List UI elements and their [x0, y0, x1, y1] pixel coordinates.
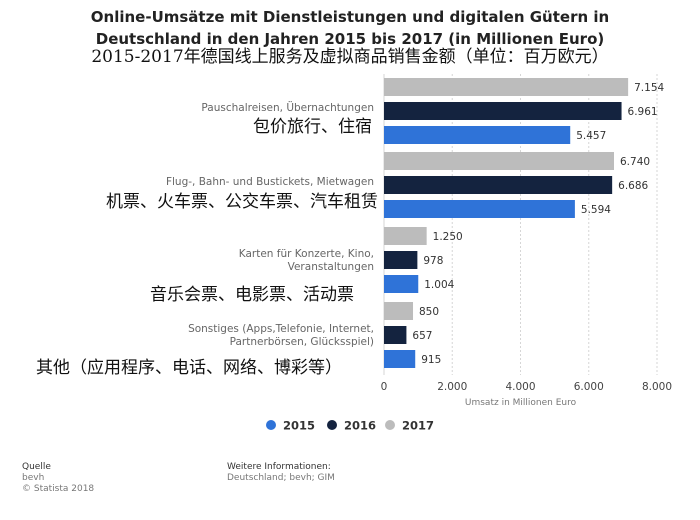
info-block: Weitere Informationen: Deutschland; bevh… — [227, 462, 335, 484]
legend-marker-2016 — [327, 420, 337, 430]
source-name: bevh — [22, 473, 45, 483]
value-label-2017-4: 850 — [419, 306, 439, 318]
value-label-2016-4: 657 — [412, 330, 432, 342]
bar-2015-2 — [384, 200, 575, 218]
category-label-4: Partnerbörsen, Glücksspiel) — [230, 336, 374, 348]
legend-marker-2017 — [385, 420, 395, 430]
legend-label-2016: 2016 — [344, 419, 376, 433]
category-translation-2: 机票、火车票、公交车票、汽车租赁 — [106, 192, 378, 212]
category-label-3: Veranstaltungen — [288, 261, 374, 273]
legend-marker-2015 — [266, 420, 276, 430]
chart-title: Online-Umsätze mit Dienstleistungen und … — [0, 6, 700, 50]
chart-title-line2: Deutschland in den Jahren 2015 bis 2017 … — [95, 30, 605, 48]
value-label-2017-1: 7.154 — [634, 82, 664, 94]
bar-2017-3 — [384, 227, 427, 245]
bar-chart: 7.154 6.740 1.250 850 6.961 6.686 978 657 5.457 5… — [36, 74, 672, 433]
info-text: Deutschland; bevh; GIM — [227, 473, 335, 483]
source-block: Quelle bevh © Statista 2018 — [22, 462, 94, 495]
value-label-2016-2: 6.686 — [618, 180, 648, 192]
category-translation-4: 其他（应用程序、电话、网络、博彩等） — [36, 358, 342, 378]
value-label-2017-3: 1.250 — [433, 231, 463, 243]
bar-2016-1 — [384, 102, 622, 120]
x-tick-label: 0 — [381, 381, 388, 393]
bar-2015-1 — [384, 126, 571, 144]
source-heading: Quelle — [22, 462, 51, 472]
x-axis-label: Umsatz in Millionen Euro — [465, 398, 577, 408]
bar-2015-4 — [384, 350, 416, 368]
bar-2017-1 — [384, 78, 629, 96]
value-label-2015-2: 5.594 — [581, 204, 611, 216]
x-tick-label: 2.000 — [437, 381, 467, 393]
bar-2016-4 — [384, 326, 407, 344]
value-label-2016-3: 978 — [423, 255, 443, 267]
copyright-text: © Statista 2018 — [22, 484, 95, 494]
bar-2017-2 — [384, 152, 615, 170]
chart-title-line1: Online-Umsätze mit Dienstleistungen und … — [90, 8, 610, 26]
x-tick-label: 8.000 — [642, 381, 672, 393]
legend-label-2015: 2015 — [283, 419, 315, 433]
category-label-3: Karten für Konzerte, Kino, — [239, 248, 374, 260]
bar-2017-4 — [384, 302, 414, 320]
value-label-2016-1: 6.961 — [628, 106, 658, 118]
value-label-2015-1: 5.457 — [576, 130, 606, 142]
x-tick-label: 6.000 — [574, 381, 604, 393]
value-label-2017-2: 6.740 — [620, 156, 650, 168]
category-label-4: Sonstiges (Apps,Telefonie, Internet, — [188, 323, 374, 335]
value-label-2015-4: 915 — [421, 354, 441, 366]
value-label-2015-3: 1.004 — [424, 279, 454, 291]
category-translation-3: 音乐会票、电影票、活动票 — [150, 285, 354, 305]
bar-2016-2 — [384, 176, 613, 194]
x-tick-label: 4.000 — [505, 381, 535, 393]
bar-2016-3 — [384, 251, 418, 269]
category-label-2: Flug-, Bahn- und Bustickets, Mietwagen — [166, 176, 374, 188]
legend-label-2017: 2017 — [402, 419, 434, 433]
chart-title-chinese: 2015-2017年德国线上服务及虚拟商品销售金额（单位：百万欧元） — [91, 47, 609, 67]
bar-2015-3 — [384, 275, 419, 293]
info-heading: Weitere Informationen: — [227, 462, 331, 472]
category-translation-1: 包价旅行、住宿 — [253, 117, 372, 137]
category-label-1: Pauschalreisen, Übernachtungen — [201, 101, 374, 114]
